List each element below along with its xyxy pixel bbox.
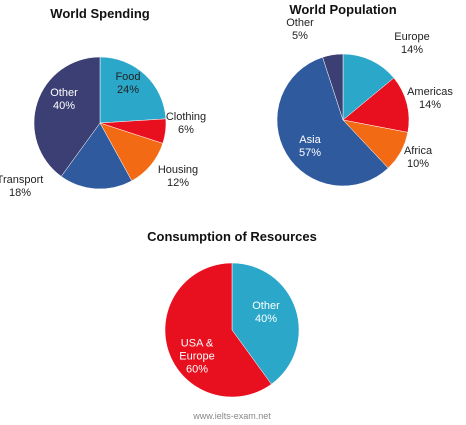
pie-slice [322,53,344,121]
slice-category: Food [115,71,141,83]
pie-slice [342,77,410,133]
slice-category: Europe [394,31,430,43]
pie-slice [342,53,395,121]
pie-slice [99,56,167,124]
slice-label: Africa 10% [388,145,448,171]
slice-value: 18% [8,187,32,199]
slice-label: Other 40% [34,87,94,113]
pie-slice [164,262,272,398]
pie-slice [33,56,101,177]
slice-label: Housing 12% [148,164,208,190]
chart-title: Consumption of Resources [147,229,317,244]
slice-label: USA & Europe 60% [172,338,222,377]
watermark: www.ielts-exam.net [192,411,271,421]
slice-label: Americas 14% [400,86,460,112]
chart-title: World Population [289,2,396,17]
slice-value: 5% [292,30,308,42]
slice-category: Other [50,87,78,99]
slice-category: Africa [403,145,433,157]
slice-category: Americas [407,86,453,98]
slice-value: 10% [406,158,430,170]
slice-category: Transport [0,174,44,186]
slice-value: 12% [166,177,190,189]
slice-category: USA & Europe [179,337,215,363]
slice-value: 14% [400,44,424,56]
slice-label: Other 40% [236,300,296,326]
slice-value: 40% [52,100,76,112]
slice-label: Clothing 6% [156,111,216,137]
pie-slice [60,122,133,190]
chart-title: World Spending [50,6,149,21]
slice-value: 60% [185,363,209,376]
slice-category: Other [286,17,314,29]
slice-category: Housing [157,164,199,176]
slice-label: Europe 14% [382,31,442,57]
pie-slice [231,262,300,385]
slice-category: Clothing [165,111,207,123]
slice-value: 40% [254,313,278,325]
slice-label: Other 5% [270,17,330,43]
slice-label: Asia 57% [280,134,340,160]
slice-value: 14% [418,99,442,111]
slice-value: 6% [178,124,194,136]
slice-category: Asia [299,134,321,146]
slice-value: 57% [298,147,322,159]
slice-label: Transport 18% [0,174,50,200]
slice-category: Other [252,300,280,312]
slice-value: 24% [116,84,140,96]
slice-label: Food 24% [98,71,158,97]
pie-slice [276,56,389,187]
